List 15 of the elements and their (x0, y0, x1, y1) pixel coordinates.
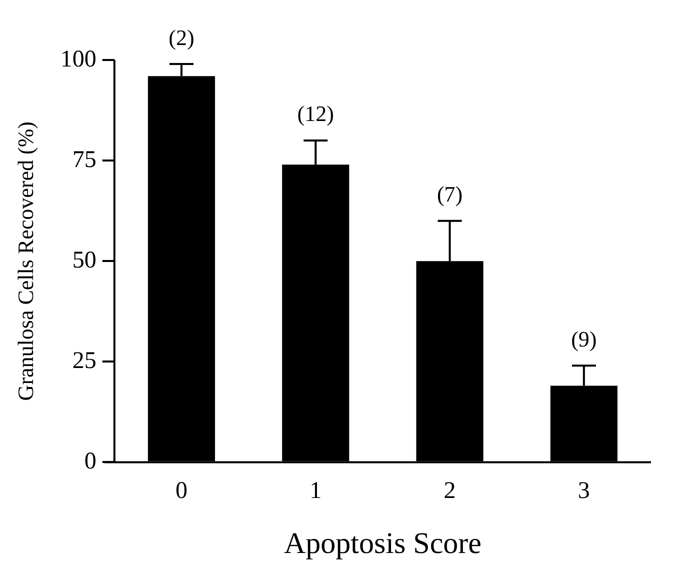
x-tick-label: 0 (175, 478, 188, 504)
y-tick-label: 50 (72, 247, 96, 274)
annotation: (12) (297, 101, 334, 126)
y-axis-title: Granulosa Cells Recovered (%) (12, 122, 38, 401)
y-tick-label: 100 (60, 46, 96, 72)
y-tick-label: 25 (72, 348, 96, 374)
annotation: (7) (436, 182, 463, 207)
x-tick-label: 2 (444, 478, 456, 504)
y-tick-label: 0 (84, 448, 96, 474)
x-tick-label: 3 (578, 478, 590, 504)
x-tick-label: 1 (310, 478, 322, 504)
annotation: (9) (571, 326, 597, 352)
x-axis-title: Apoptosis Score (284, 526, 482, 560)
y-tick-label: 75 (72, 146, 96, 173)
annotation: (2) (168, 24, 194, 50)
